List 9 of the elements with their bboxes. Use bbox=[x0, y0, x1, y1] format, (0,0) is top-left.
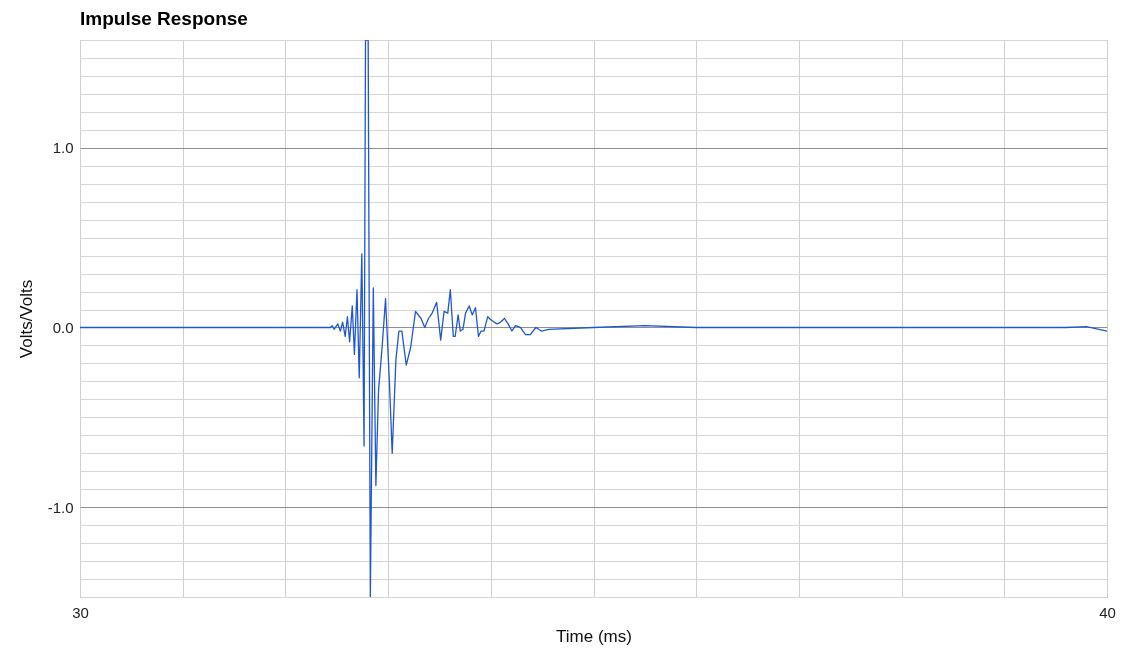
y-tick-label: 1.0 bbox=[52, 139, 74, 157]
y-axis-title: Volts/Volts bbox=[16, 279, 36, 359]
y-tick-label: -1.0 bbox=[47, 498, 74, 516]
line-series bbox=[80, 40, 1107, 597]
x-tick-label: 30 bbox=[72, 603, 89, 621]
y-tick-label: 0.0 bbox=[52, 318, 74, 336]
x-axis-title: Time (ms) bbox=[556, 626, 632, 646]
x-tick-label: 40 bbox=[1099, 603, 1116, 621]
chart-title: Impulse Response bbox=[80, 8, 248, 29]
